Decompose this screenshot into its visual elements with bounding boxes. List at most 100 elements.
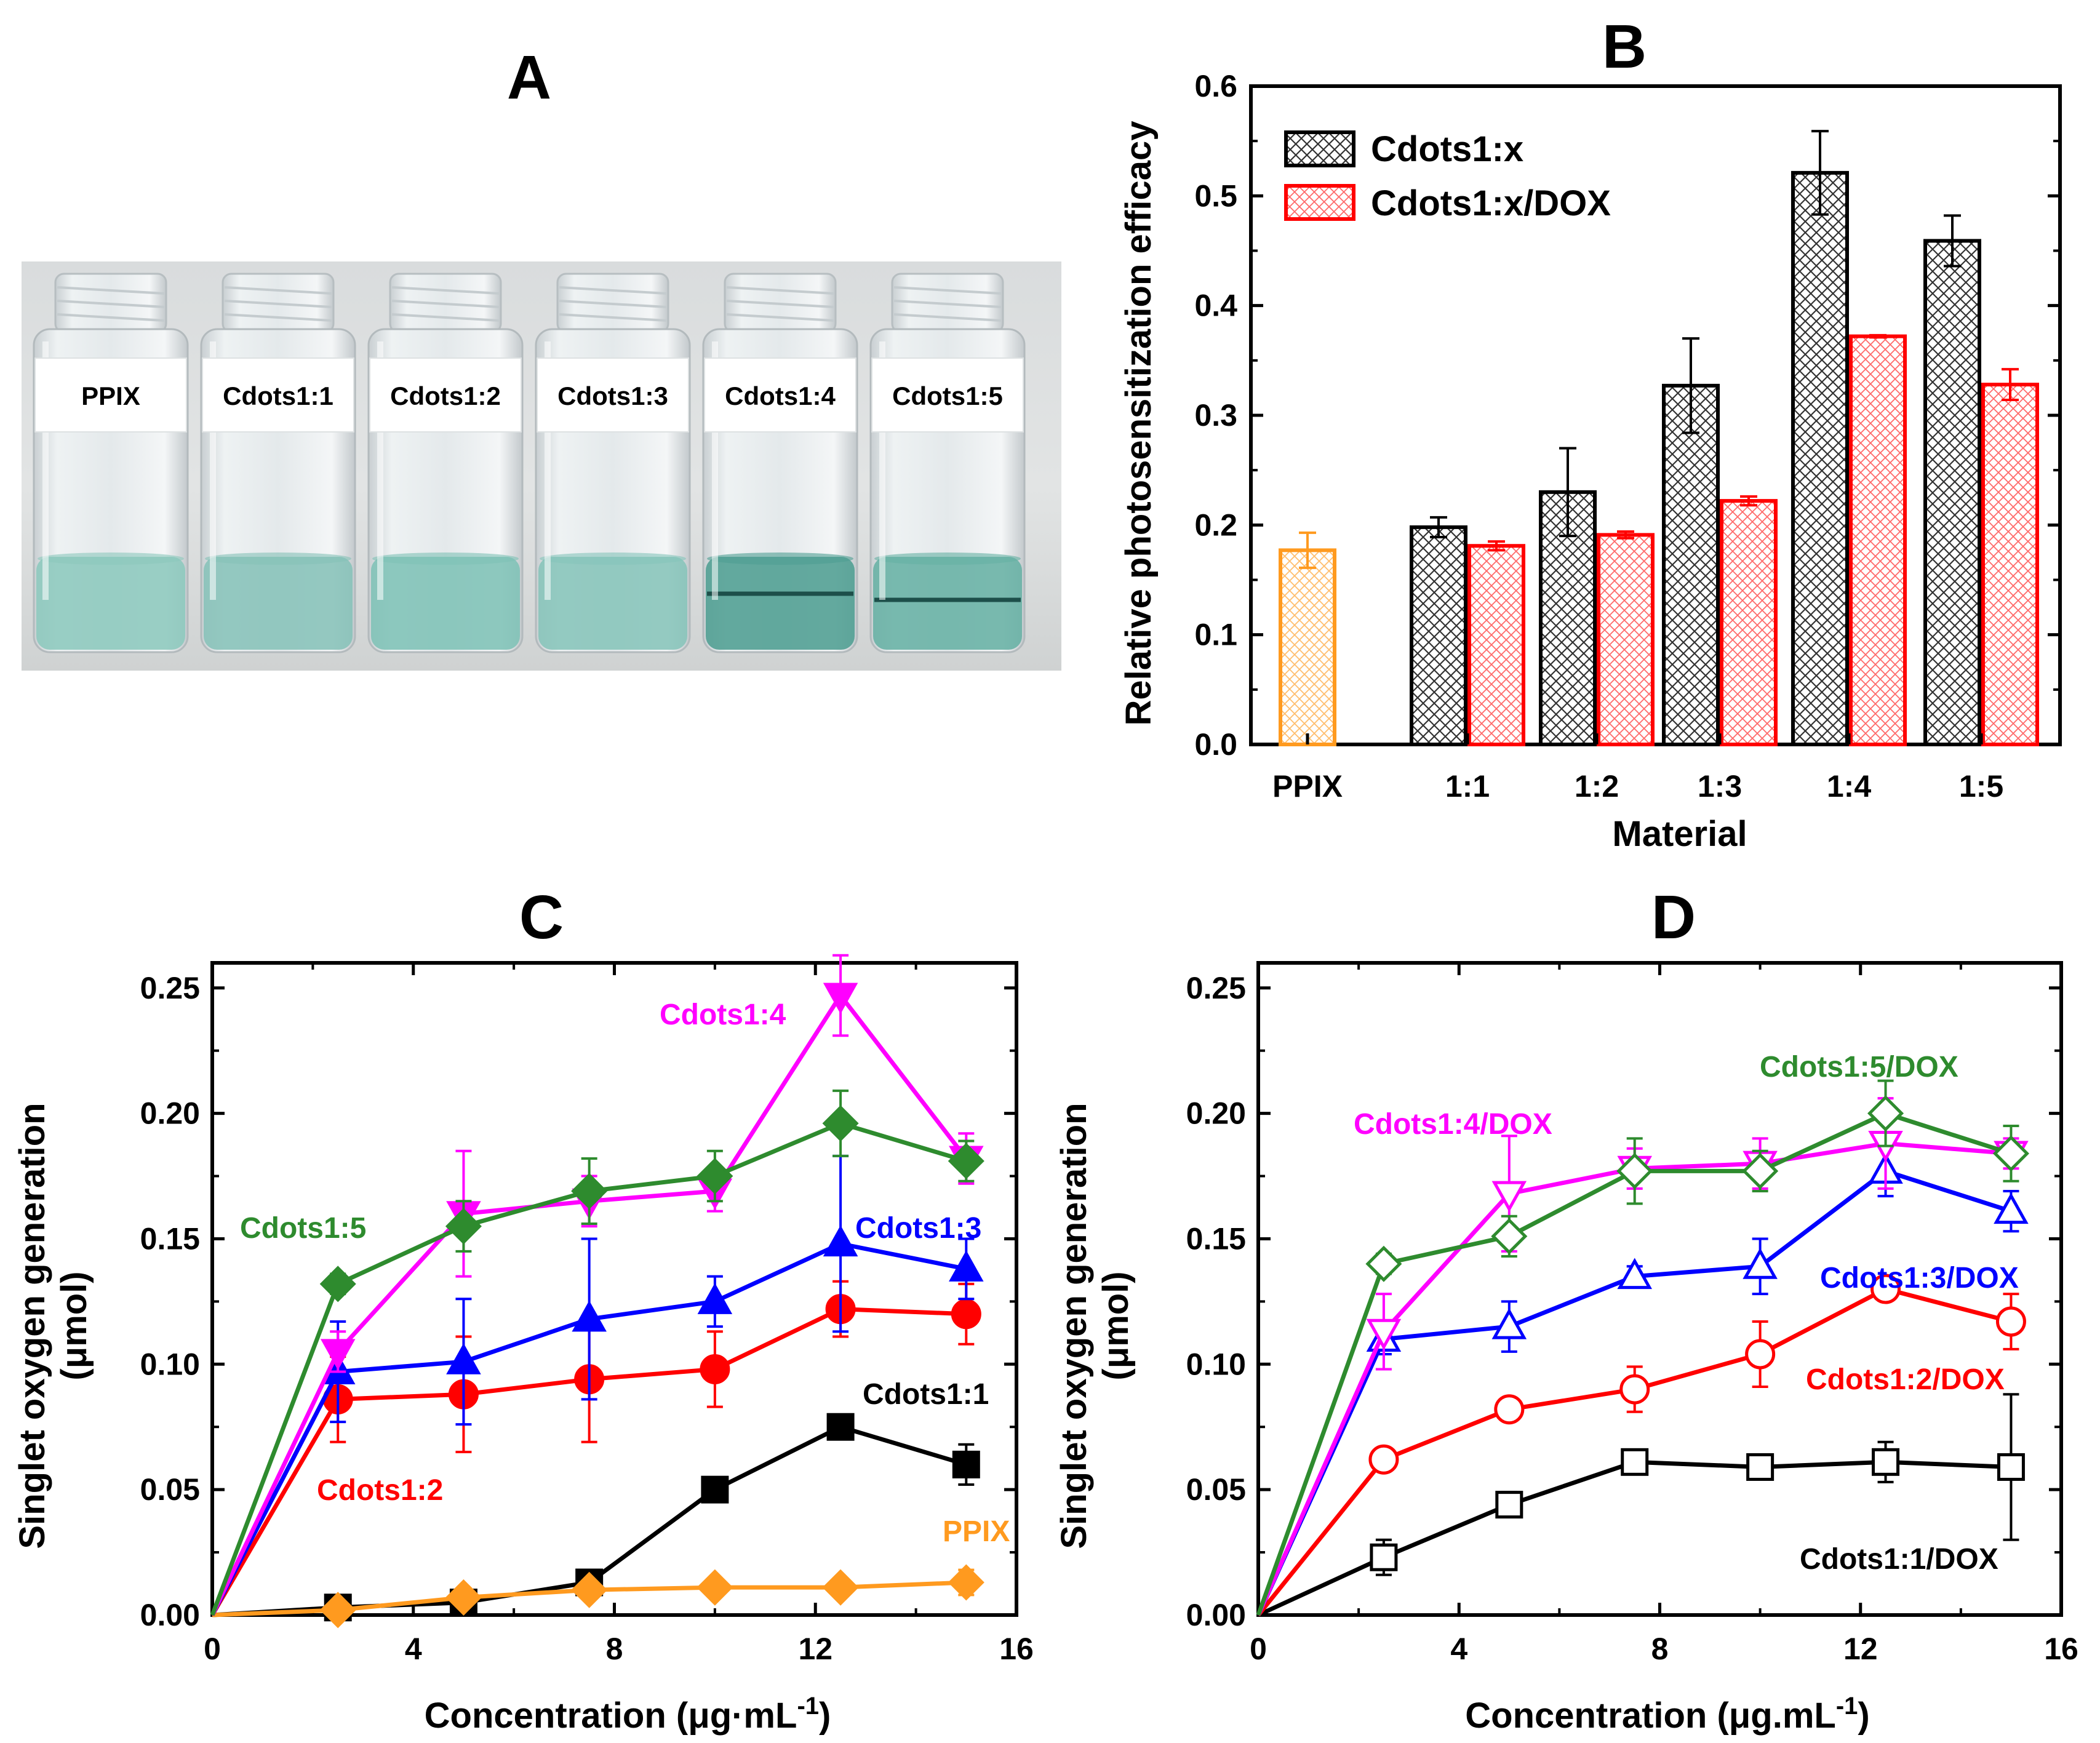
vial-thread — [726, 286, 834, 295]
c-y-tick-label: 0.15 — [140, 1221, 200, 1256]
vial-highlight — [879, 341, 885, 600]
vial-label-card — [704, 357, 856, 433]
d-series — [1257, 1393, 2025, 1617]
b-y-tick-label: 0.5 — [1194, 178, 1237, 213]
b-x-tick-label: 1:2 — [1575, 769, 1619, 804]
d-series-label: Cdots1:5/DOX — [1760, 1051, 1958, 1083]
b-bar-cdots — [1662, 383, 1720, 746]
c-x-tick-label: 16 — [999, 1632, 1034, 1666]
c-x-axis-title: Concentration (μg·mL-1) — [425, 1693, 831, 1736]
d-point — [1370, 1543, 1398, 1571]
panel-b-letter: B — [1602, 12, 1647, 81]
vial: Cdots1:5 — [869, 273, 1026, 653]
vial-liquid — [371, 557, 520, 650]
c-point — [571, 1571, 608, 1608]
d-point — [1743, 1248, 1778, 1279]
vial-highlight — [377, 341, 383, 600]
vial-thread — [559, 286, 667, 295]
b-x-tick-label: 1:5 — [1959, 769, 2003, 804]
b-x-tick-label: 1:3 — [1698, 769, 1742, 804]
c-point — [948, 1143, 984, 1179]
d-y-tick-label: 0.10 — [1186, 1347, 1246, 1381]
vial-thread — [559, 300, 667, 308]
vial-thread — [224, 313, 332, 322]
vial-label: Cdots1:4 — [725, 381, 836, 410]
d-point — [1745, 1339, 1776, 1370]
vial-meniscus — [874, 552, 1021, 565]
d-point — [1365, 1245, 1402, 1282]
d-point — [1997, 1453, 2025, 1481]
vial-thread — [893, 286, 1002, 295]
b-y-tick-label: 0.4 — [1194, 289, 1237, 323]
panel-b: B 0.0 0.1 0.2 0.3 0.4 0.5 0.6 PPIX 1:1 1:2 1:3 1:4 1… — [1119, 12, 2062, 854]
vial-thread — [391, 313, 500, 322]
vial-meniscus — [205, 552, 351, 565]
c-point — [951, 1299, 981, 1330]
panel-d: D 0.00 0.05 0.10 0.15 0.20 0.25 0 4 8 12 16 Cdots1:… — [1054, 883, 2078, 1736]
vial-meniscus — [707, 552, 853, 565]
b-bar-cdots-dox — [1849, 334, 1907, 746]
d-x-tick-label: 16 — [2044, 1632, 2078, 1666]
c-y-axis-unit: (μmol) — [54, 1271, 94, 1380]
vial: Cdots1:3 — [535, 273, 691, 653]
panel-a-letter: A — [507, 43, 551, 112]
vial-highlight — [210, 341, 216, 600]
c-point — [822, 1569, 859, 1606]
c-y-tick-label: 0.20 — [140, 1096, 200, 1131]
vial-label: Cdots1:1 — [223, 381, 333, 410]
d-point — [1994, 1192, 2029, 1224]
c-series-label: Cdots1:4 — [660, 999, 786, 1031]
d-point — [1368, 1444, 1399, 1475]
vial-highlight — [712, 341, 718, 600]
b-bar-cdots-dox — [1981, 383, 2039, 746]
d-x-tick-label: 8 — [1651, 1632, 1669, 1666]
d-x-tick-label: 0 — [1250, 1632, 1267, 1666]
c-series — [212, 1564, 984, 1629]
b-x-axis-title: Material — [1612, 814, 1747, 854]
d-x-axis-title: Concentration (μg.mL-1) — [1465, 1693, 1869, 1736]
c-point — [445, 1579, 482, 1616]
panel-a: A PPIX Cdots1:1 Cdots1:2 Cdots1:3 Cdots1:4 Cd… — [22, 43, 1061, 671]
d-y-axis-title: Singlet oxygen generation — [1054, 1103, 1094, 1549]
c-point — [826, 1413, 855, 1441]
d-series — [1256, 1274, 2026, 1617]
d-series-label: Cdots1:2/DOX — [1806, 1363, 2005, 1396]
vial-thread — [57, 313, 165, 322]
vial-label-card — [202, 357, 354, 433]
d-series-label: Cdots1:3/DOX — [1820, 1262, 2019, 1294]
d-y-tick-label: 0.20 — [1186, 1096, 1246, 1131]
c-point — [697, 1158, 733, 1195]
vial-liquid — [873, 557, 1022, 650]
b-bar-cdots — [1791, 170, 1849, 746]
b-y-axis-title: Relative photosensitization efficacy — [1119, 121, 1159, 725]
c-x-tick-label: 0 — [204, 1632, 221, 1666]
vial-highlight — [545, 341, 551, 600]
d-y-tick-label: 0.15 — [1186, 1221, 1246, 1256]
d-y-tick-label: 0.00 — [1186, 1598, 1246, 1632]
c-point — [823, 1225, 858, 1257]
c-point — [319, 1266, 356, 1302]
panel-d-letter: D — [1651, 883, 1696, 952]
c-point — [445, 1208, 482, 1245]
c-point — [697, 1569, 733, 1606]
d-point — [1491, 1218, 1528, 1254]
d-x-tick-label: 12 — [1843, 1632, 1878, 1666]
b-legend-swatch-black — [1284, 130, 1355, 167]
b-y-tick-label: 0.0 — [1194, 727, 1237, 762]
b-bar-cdots-dox — [1467, 544, 1525, 746]
c-x-tick-label: 12 — [798, 1632, 832, 1666]
d-point — [1995, 1306, 2026, 1337]
panel-c-letter: C — [519, 883, 564, 952]
d-point — [1619, 1374, 1650, 1405]
c-series-label: Cdots1:3 — [855, 1212, 981, 1245]
c-point — [320, 1339, 356, 1371]
b-y-tick-label: 0.6 — [1194, 69, 1237, 103]
b-legend-label-cdots-dox: Cdots1:x/DOX — [1371, 183, 1611, 223]
vial: Cdots1:4 — [702, 273, 858, 653]
c-series-label: Cdots1:1 — [863, 1378, 989, 1411]
c-y-tick-label: 0.00 — [140, 1598, 200, 1632]
vial: Cdots1:1 — [200, 273, 356, 653]
c-point — [572, 1300, 607, 1332]
c-point — [700, 1354, 730, 1384]
d-point — [1495, 1491, 1523, 1519]
